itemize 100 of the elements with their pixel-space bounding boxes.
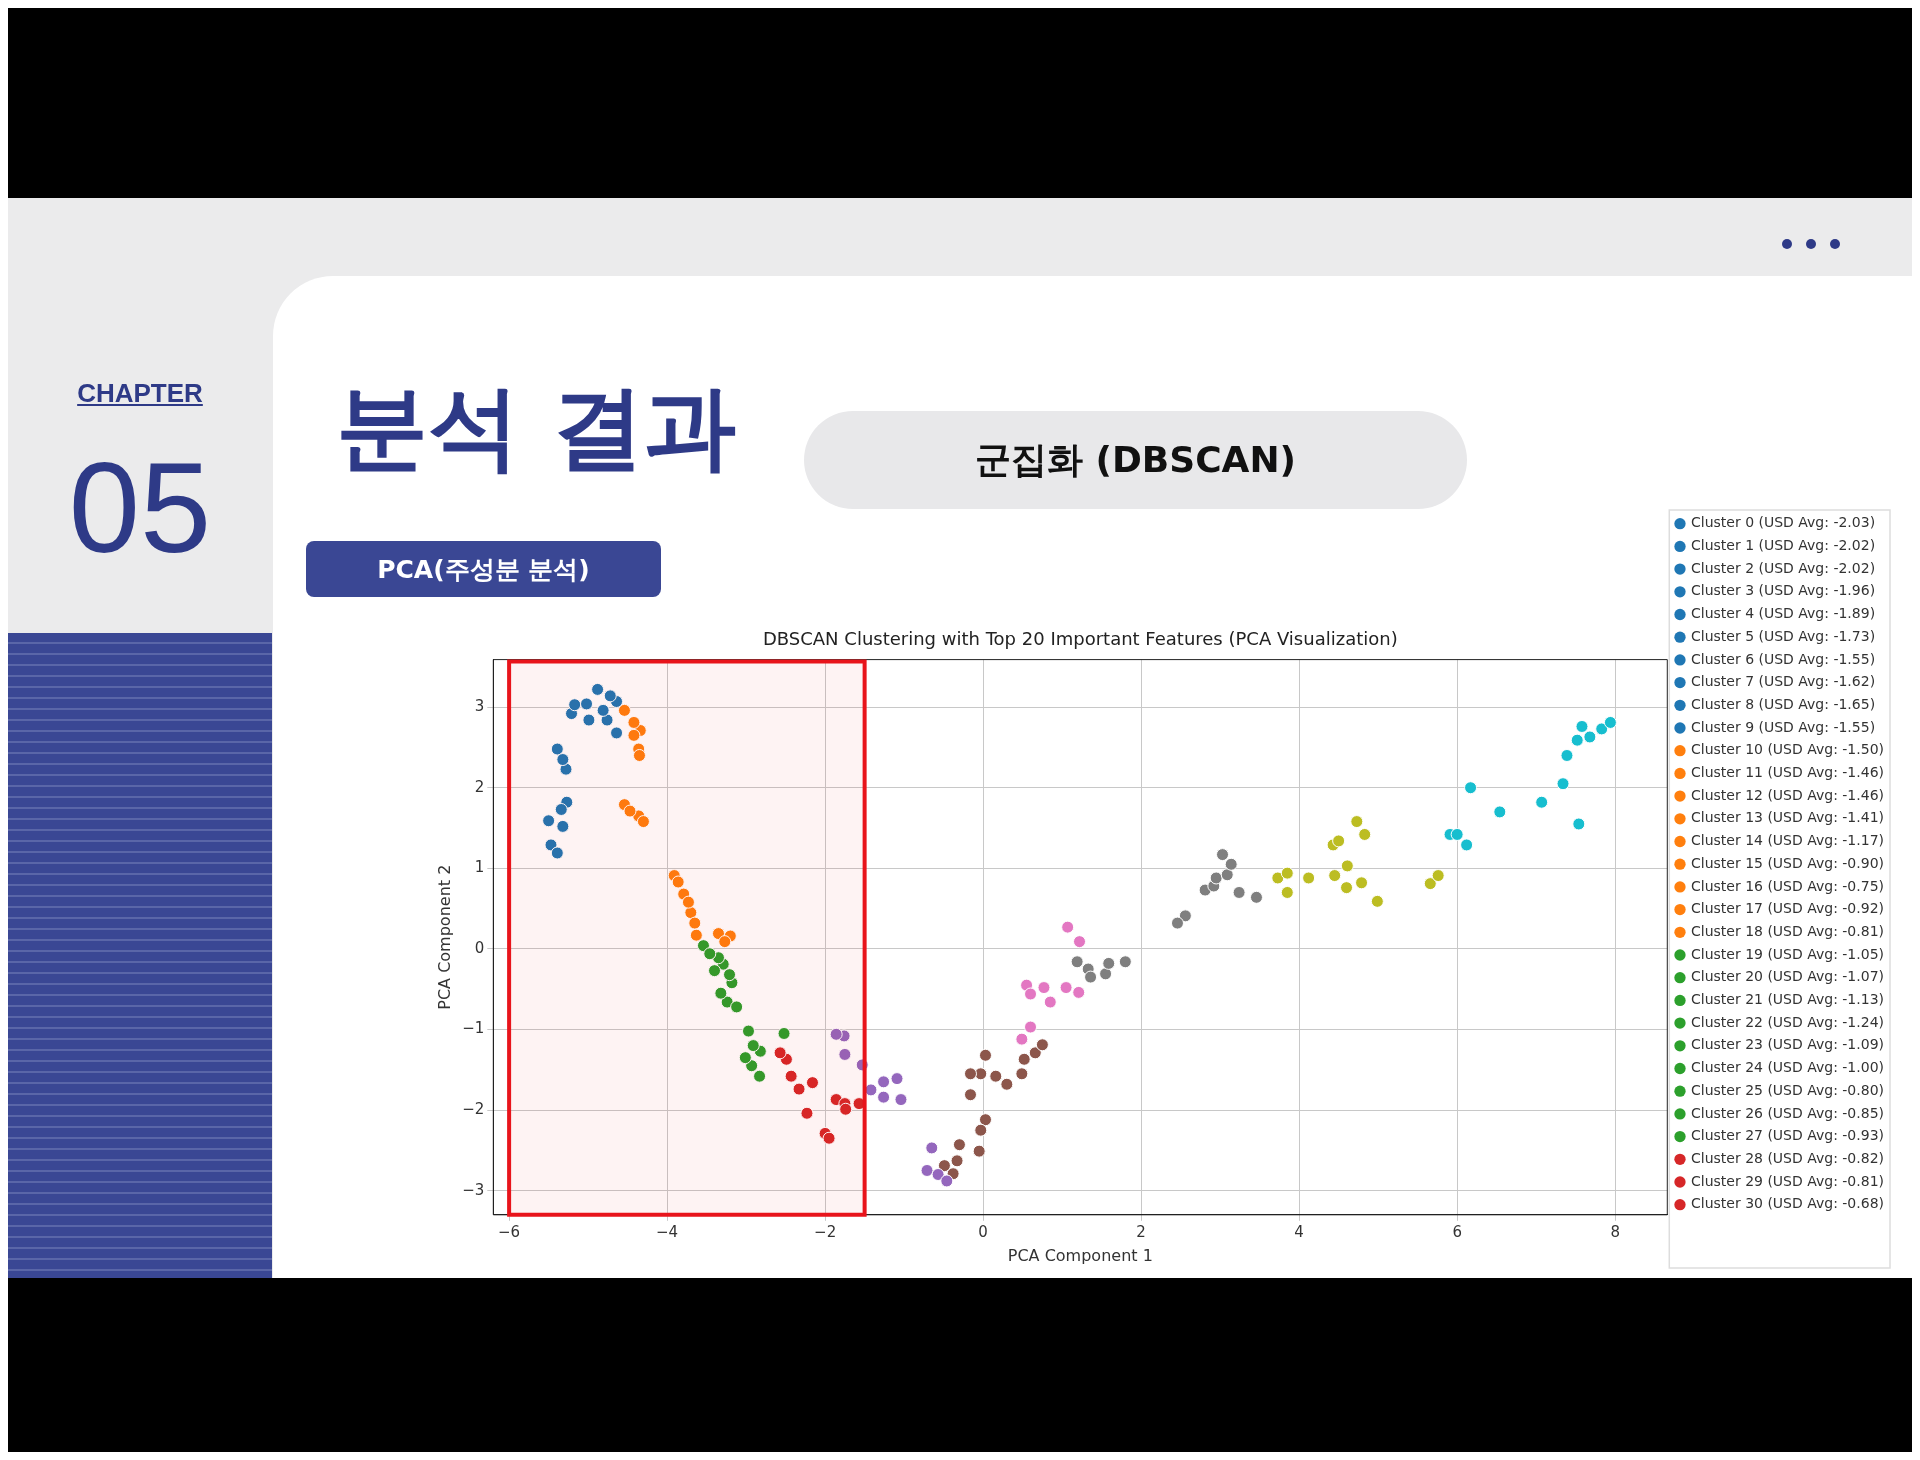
point	[617, 703, 631, 717]
point	[582, 713, 596, 727]
point	[1024, 1020, 1038, 1034]
point	[554, 802, 568, 816]
point	[1340, 859, 1354, 873]
point	[568, 698, 582, 712]
y-tick-label: 1	[474, 858, 485, 877]
point	[792, 1082, 806, 1096]
point	[1535, 795, 1549, 809]
text: CHAPTER	[76, 378, 204, 409]
point	[1603, 715, 1617, 729]
point	[596, 703, 610, 717]
point	[1170, 916, 1184, 930]
text: PCA(주성분 분석)	[306, 541, 661, 597]
point	[877, 1075, 891, 1089]
point	[1043, 995, 1057, 1009]
point	[1061, 920, 1075, 934]
legend-label: Cluster 28 (USD Avg: -0.82)	[1690, 1149, 1884, 1166]
point	[950, 1154, 964, 1168]
legend-label: Cluster 13 (USD Avg: -1.41)	[1690, 809, 1884, 826]
point	[920, 1163, 934, 1177]
legend-label: Cluster 19 (USD Avg: -1.05)	[1690, 945, 1884, 962]
point	[556, 819, 570, 833]
legend-label: Cluster 4 (USD Avg: -1.89)	[1690, 605, 1876, 622]
point	[1000, 1077, 1014, 1091]
point	[838, 1047, 852, 1061]
point	[1035, 1038, 1049, 1052]
point	[1556, 777, 1570, 791]
point	[1560, 748, 1574, 762]
point	[1059, 981, 1073, 995]
point	[1302, 871, 1316, 885]
point	[829, 1027, 843, 1041]
point	[777, 1026, 791, 1040]
point	[550, 742, 564, 756]
chart-title: DBSCAN Clustering with Top 20 Important Features (PCA Visualization)	[762, 628, 1398, 650]
point	[746, 1039, 760, 1053]
point	[1460, 838, 1474, 852]
point	[1358, 827, 1372, 841]
legend-label: Cluster 23 (USD Avg: -1.09)	[1690, 1036, 1884, 1053]
point	[603, 689, 617, 703]
y-tick-label: 0	[474, 938, 485, 957]
point	[1220, 868, 1234, 882]
point	[688, 916, 702, 930]
x-tick-label: −2	[814, 1222, 837, 1241]
legend-label: Cluster 10 (USD Avg: -1.50)	[1690, 741, 1884, 758]
point	[952, 1138, 966, 1152]
point	[822, 1131, 836, 1145]
point	[890, 1072, 904, 1086]
x-tick-label: 0	[978, 1222, 988, 1241]
point	[600, 713, 614, 727]
point	[681, 895, 695, 909]
y-tick-label: 3	[474, 697, 485, 716]
point	[1102, 956, 1116, 970]
point	[1570, 733, 1584, 747]
point	[1423, 877, 1437, 891]
point	[723, 968, 737, 982]
x-tick-label: 2	[1136, 1222, 1146, 1241]
legend-label: Cluster 9 (USD Avg: -1.55)	[1690, 718, 1876, 735]
legend-label: Cluster 15 (USD Avg: -0.90)	[1690, 854, 1884, 871]
y-tick-label: −3	[462, 1180, 485, 1199]
point	[963, 1067, 977, 1081]
x-tick-label: −6	[498, 1222, 521, 1241]
legend-label: Cluster 14 (USD Avg: -1.17)	[1690, 832, 1884, 849]
point	[1575, 719, 1589, 733]
x-tick-label: −4	[656, 1222, 679, 1241]
point	[1355, 876, 1369, 890]
y-tick-label: −2	[462, 1099, 485, 1118]
point	[1015, 1067, 1029, 1081]
point	[1271, 871, 1285, 885]
point	[636, 815, 650, 829]
point	[1370, 894, 1384, 908]
legend-label: Cluster 0 (USD Avg: -2.03)	[1690, 514, 1876, 531]
point	[839, 1102, 853, 1116]
legend-label: Cluster 25 (USD Avg: -0.80)	[1690, 1081, 1884, 1098]
legend-label: Cluster 22 (USD Avg: -1.24)	[1690, 1013, 1884, 1030]
point	[800, 1106, 814, 1120]
point	[1073, 935, 1087, 949]
point	[979, 1048, 992, 1062]
legend-label: Cluster 30 (USD Avg: -0.68)	[1690, 1195, 1884, 1212]
point	[610, 726, 624, 740]
point	[894, 1093, 908, 1107]
point	[1099, 967, 1113, 981]
legend-label: Cluster 20 (USD Avg: -1.07)	[1690, 968, 1884, 985]
point	[623, 804, 637, 818]
legend-label: Cluster 12 (USD Avg: -1.46)	[1690, 786, 1884, 803]
point	[1084, 970, 1098, 984]
point	[805, 1076, 819, 1090]
legend-label: Cluster 3 (USD Avg: -1.96)	[1690, 582, 1876, 599]
point	[1340, 881, 1354, 895]
point	[979, 1113, 992, 1127]
legend-label: Cluster 24 (USD Avg: -1.00)	[1690, 1059, 1884, 1076]
point	[632, 748, 646, 762]
point	[1493, 805, 1507, 819]
point	[1350, 815, 1364, 829]
point	[1249, 890, 1263, 904]
point	[1024, 987, 1038, 1001]
point	[784, 1069, 798, 1083]
point	[1037, 981, 1051, 995]
point	[1572, 817, 1586, 831]
point	[773, 1046, 787, 1060]
